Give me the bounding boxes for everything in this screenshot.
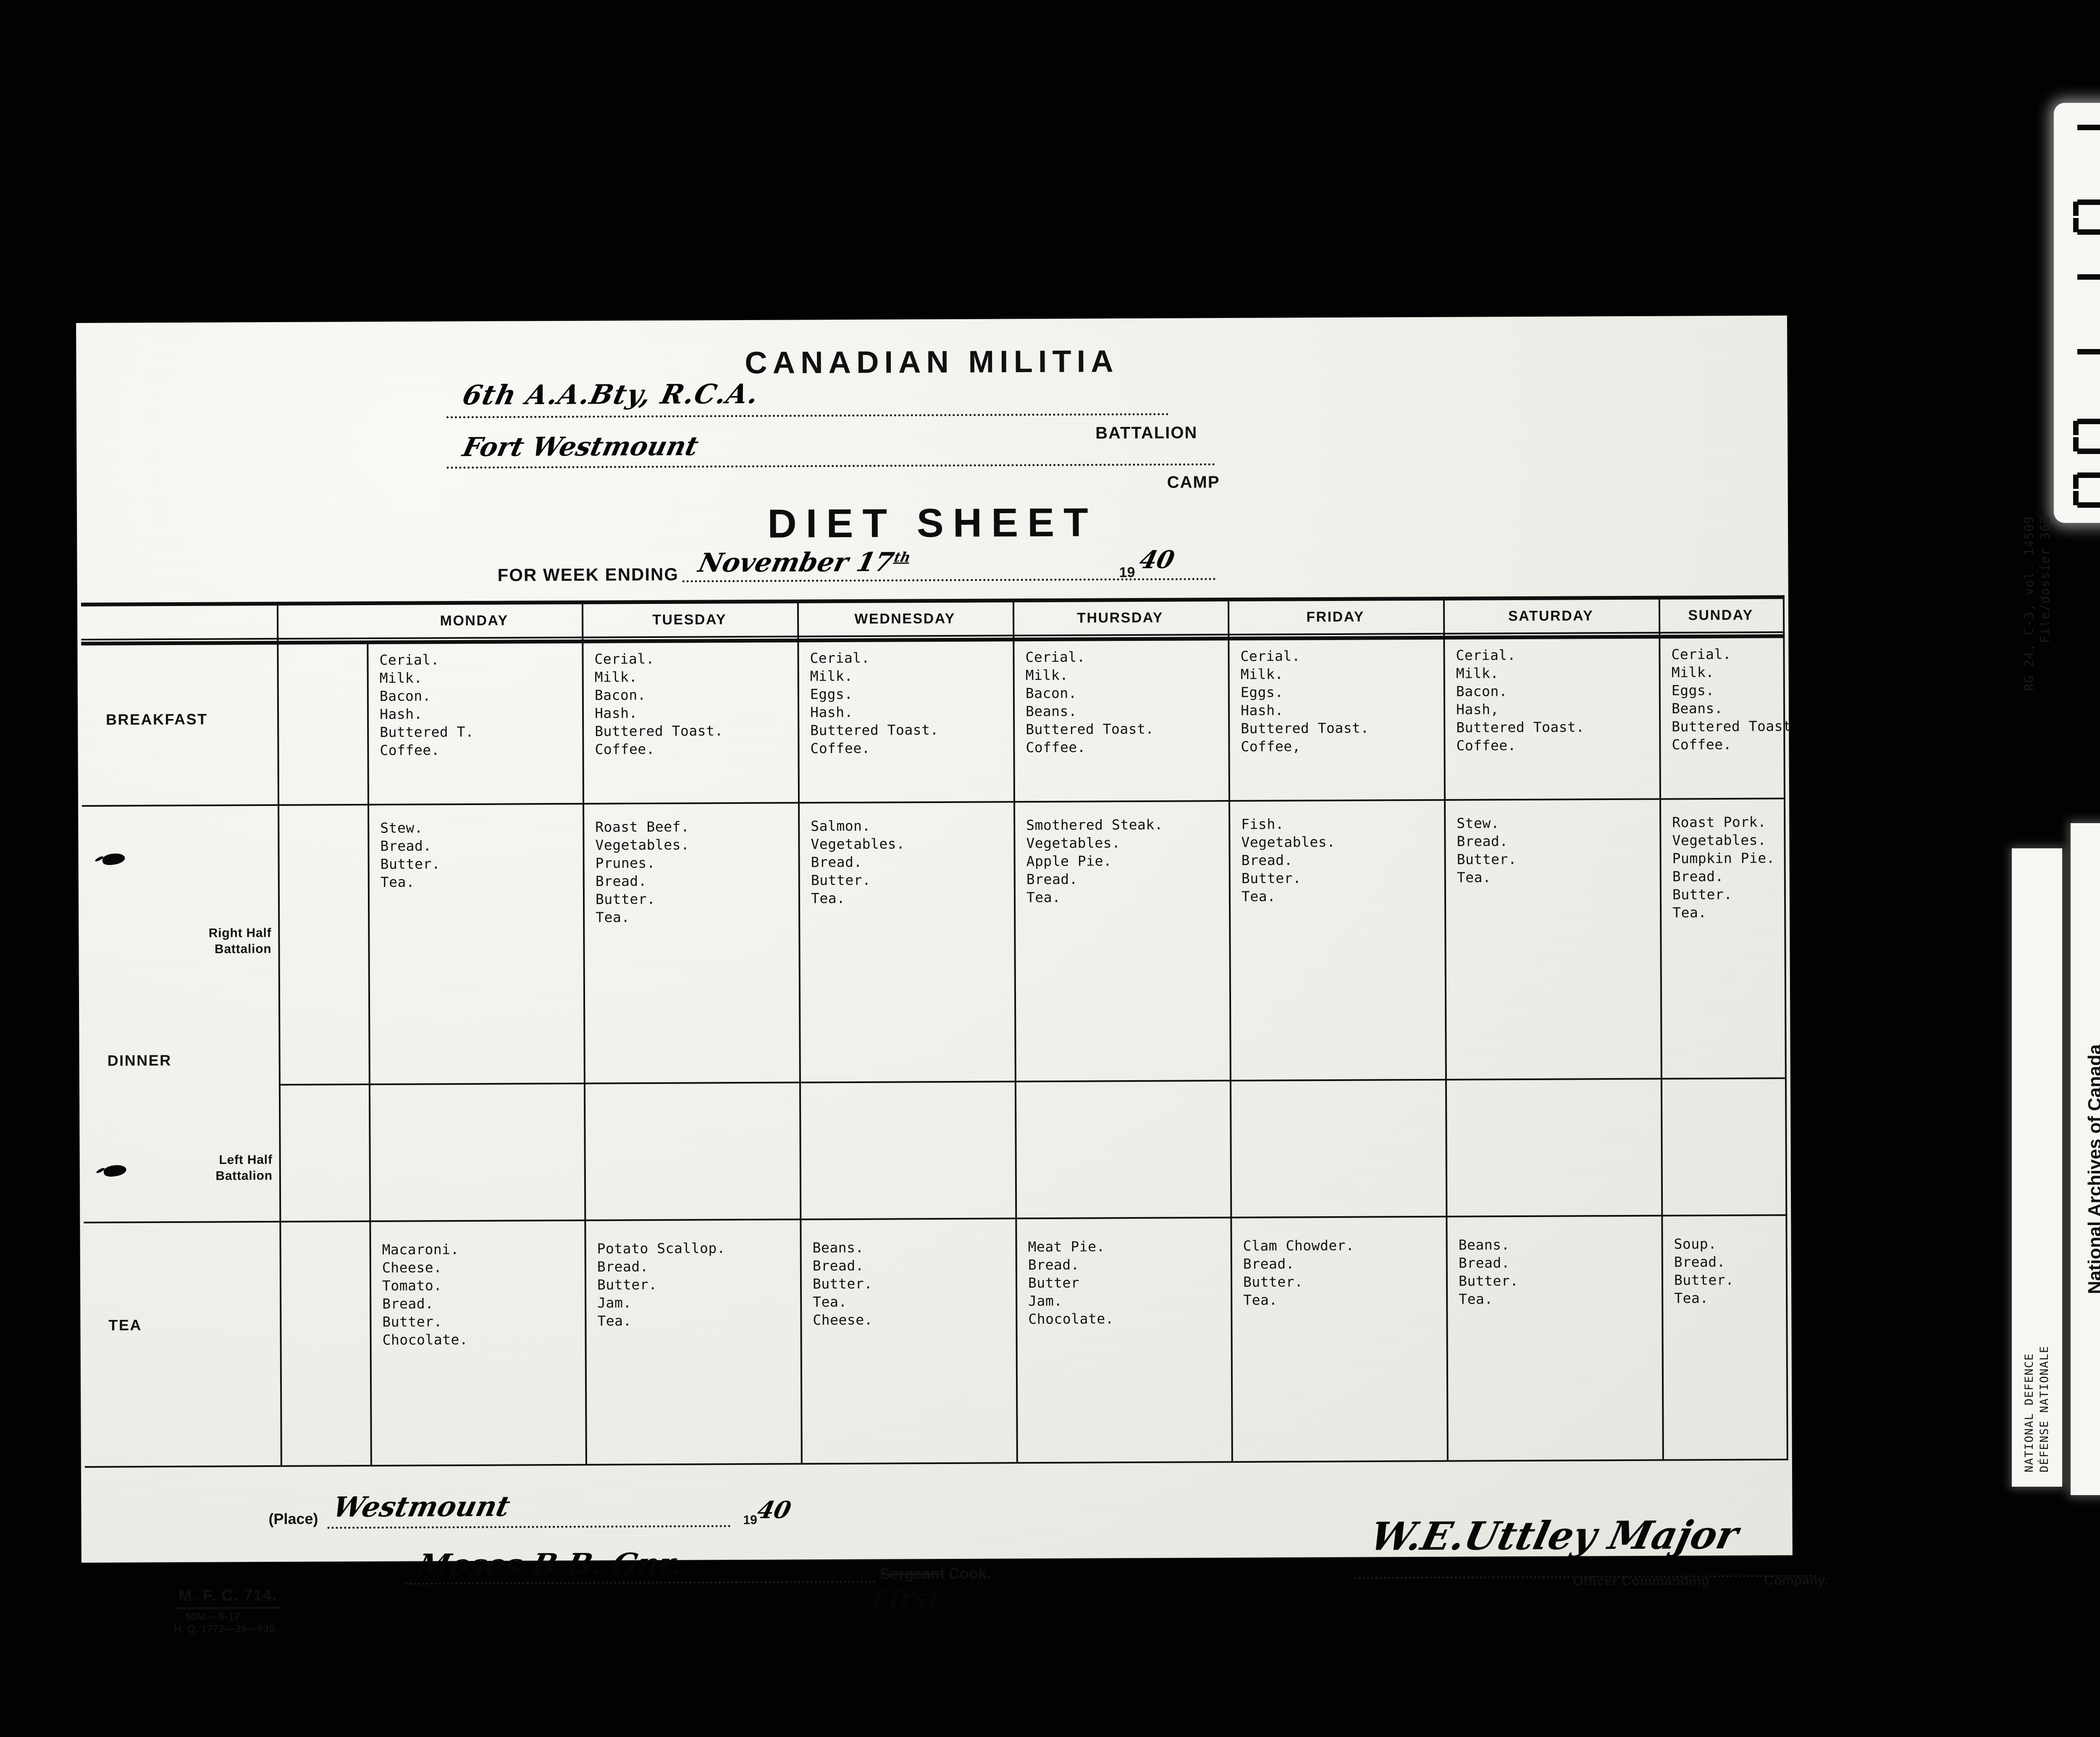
counter-digit-4: [2072, 274, 2100, 310]
cell-breakfast-tuesday: Cerial. Milk. Bacon. Hash. Buttered Toas…: [594, 651, 723, 758]
microfilm-frame-counter: [2054, 103, 2100, 523]
form-number: M. F. C. 714.: [178, 1586, 278, 1605]
ink-blot-mark-lower: [103, 1163, 127, 1178]
cell-tea-thursday: Meat Pie. Bread. Butter Jam. Chocolate.: [1028, 1238, 1114, 1328]
row-label-tea: TEA: [108, 1316, 142, 1334]
cell-tea-wednesday: Beans. Bread. Butter. Tea. Cheese.: [812, 1239, 873, 1328]
diet-sheet-document: CANADIAN MILITIA 6th A.A.Bty, R.C.A. BAT…: [76, 316, 1828, 1635]
cell-dinner-right-saturday: Stew. Bread. Butter. Tea.: [1457, 815, 1517, 886]
cell-tea-tuesday: Potato Scallop. Bread. Butter. Jam. Tea.: [597, 1240, 726, 1329]
cell-breakfast-wednesday: Cerial. Milk. Eggs. Hash. Buttered Toast…: [810, 649, 939, 757]
cell-breakfast-saturday: Cerial. Milk. Bacon. Hash, Buttered Toas…: [1456, 647, 1585, 754]
cell-dinner-right-thursday: Smothered Steak. Vegetables. Apple Pie. …: [1026, 816, 1163, 906]
company-label: Company.: [1764, 1572, 1828, 1588]
place-label: (Place): [268, 1510, 318, 1528]
column-header-friday: FRIDAY: [1306, 609, 1365, 625]
national-archives-text: National Archives of Canada Archives nat…: [2082, 871, 2100, 1467]
counter-digit-2: [2072, 199, 2100, 235]
page-title: DIET SHEET: [767, 500, 1098, 546]
column-header-tuesday: TUESDAY: [652, 611, 727, 628]
col-rule-tuesday: [581, 600, 587, 1464]
counter-digit-10: [2072, 472, 2100, 508]
col-rule-friday: [1227, 598, 1233, 1461]
week-ending-ordinal: th: [892, 549, 912, 565]
week-ending-date: November 17: [696, 546, 897, 578]
national-defence-en: NATIONAL DEFENCE: [2023, 1353, 2036, 1472]
cell-dinner-right-tuesday: Roast Beef. Vegetables. Prunes. Bread. B…: [595, 818, 690, 926]
footer-year-handwritten: 40: [754, 1496, 794, 1524]
cell-tea-friday: Clam Chowder. Bread. Butter. Tea.: [1243, 1237, 1354, 1308]
tea-bottom-rule: [84, 1459, 1788, 1468]
cell-breakfast-monday: Cerial. Milk. Bacon. Hash. Buttered T. C…: [379, 651, 474, 758]
record-group-text: RG 24, C-3, vol. 14509: [2022, 516, 2036, 691]
place-handwritten: Westmount: [330, 1490, 513, 1524]
week-ending-label: FOR WEEK ENDING: [497, 564, 679, 585]
cook-word: Cook.: [944, 1564, 991, 1582]
cell-tea-monday: Macaroni. Cheese. Tomato. Bread. Butter.…: [382, 1241, 468, 1348]
counter-digit-8: [2072, 419, 2100, 454]
col-rule-wednesday: [797, 599, 803, 1463]
column-header-monday: MONDAY: [440, 612, 509, 629]
week-ending-fill-line: [682, 578, 1216, 582]
cook-note-handwritten: First: [868, 1583, 944, 1614]
cell-tea-saturday: Beans. Bread. Butter. Tea.: [1458, 1236, 1519, 1307]
cell-breakfast-sunday: Cerial. Milk. Eggs. Beans. Buttered Toas…: [1671, 645, 1792, 753]
sergeant-cook-label: Sergeant Cook.: [880, 1565, 991, 1583]
col-rule-monday: [367, 640, 372, 1465]
cell-dinner-right-sunday: Roast Pork. Vegetables. Pumpkin Pie. Bre…: [1672, 813, 1775, 921]
col-rule-sunday: [1658, 596, 1664, 1459]
diet-table: MONDAY TUESDAY WEDNESDAY THURSDAY FRIDAY…: [81, 595, 1792, 1468]
form-print-run: 50M.—5-17.: [185, 1611, 243, 1623]
national-archives-label-strip: National Archives of Canada Archives nat…: [2071, 823, 2100, 1495]
row-label-dinner: DINNER: [107, 1052, 172, 1069]
column-header-thursday: THURSDAY: [1077, 609, 1164, 626]
year-handwritten: 40: [1137, 545, 1177, 574]
col-rule-thursday: [1012, 598, 1018, 1462]
sergeant-word-struck: Sergeant: [879, 1565, 945, 1582]
cell-tea-sunday: Soup. Bread. Butter. Tea.: [1674, 1235, 1734, 1307]
cell-dinner-right-wednesday: Salmon. Vegetables. Bread. Butter. Tea.: [811, 817, 905, 907]
organization-title: CANADIAN MILITIA: [745, 344, 1119, 380]
dinner-split-rule: [280, 1077, 1787, 1086]
column-header-wednesday: WEDNESDAY: [854, 610, 956, 627]
document-footer: (Place) Westmount 19 40 Moses B.B. Gnr. …: [81, 1467, 1828, 1635]
national-archives-en: National Archives of Canada: [2084, 1044, 2100, 1294]
column-header-saturday: SATURDAY: [1508, 608, 1594, 624]
unit-fill-line: [446, 413, 1169, 419]
row-label-breakfast: BREAKFAST: [106, 710, 208, 728]
cell-dinner-right-monday: Stew. Bread. Butter. Tea.: [380, 819, 441, 890]
dinner-bottom-rule: [84, 1214, 1788, 1223]
sublabel-left-half-battalion: Left Half Battalion: [215, 1152, 273, 1183]
camp-handwritten-entry: Fort Westmount: [460, 430, 701, 463]
camp-label: CAMP: [1167, 473, 1220, 492]
ink-blot-mark-upper: [101, 852, 126, 866]
officer-commanding-label: Officer Commanding: [1573, 1573, 1710, 1589]
place-fill-line: [327, 1525, 731, 1529]
unit-text: 6th A.A.Bty, R.C.A.: [459, 378, 762, 412]
form-hq-code: H. Q. 1772—39—938.: [173, 1622, 278, 1635]
file-dossier-text: File/dossier 363: [2038, 516, 2052, 643]
label-column-rule: [276, 601, 282, 1465]
national-defence-text: NATIONAL DEFENCE DÉFENSE NATIONALE: [2022, 842, 2052, 1472]
sublabel-right-half-battalion: Right Half Battalion: [208, 926, 272, 956]
col-rule-saturday: [1443, 596, 1449, 1460]
camp-fill-line: [446, 463, 1215, 469]
year-prefix: 19: [1119, 564, 1135, 581]
unit-handwritten-entry: 6th A.A.Bty, R.C.A.: [459, 378, 762, 411]
column-header-sunday: SUNDAY: [1688, 607, 1754, 624]
officer-commanding-signature: W.E.Uttley Major: [1366, 1512, 1743, 1559]
week-ending-handwritten: November 17th: [696, 546, 913, 578]
breakfast-bottom-rule: [82, 798, 1785, 807]
cell-breakfast-friday: Cerial. Milk. Eggs. Hash. Buttered Toast…: [1240, 648, 1369, 755]
battalion-label: BATTALION: [1095, 423, 1198, 443]
counter-digit-6: [2072, 349, 2100, 384]
cell-breakfast-thursday: Cerial. Milk. Bacon. Beans. Buttered Toa…: [1025, 648, 1154, 756]
cell-dinner-right-friday: Fish. Vegetables. Bread. Butter. Tea.: [1241, 816, 1336, 905]
counter-digit-0: [2072, 125, 2100, 160]
national-defence-label-strip: RG 24, C-3, vol. 14509 File/dossier 363 …: [2012, 516, 2062, 1487]
sergeant-cook-signature: Moses B.B. Gnr.: [414, 1546, 686, 1582]
national-defence-fr: DÉFENSE NATIONALE: [2038, 1346, 2051, 1472]
